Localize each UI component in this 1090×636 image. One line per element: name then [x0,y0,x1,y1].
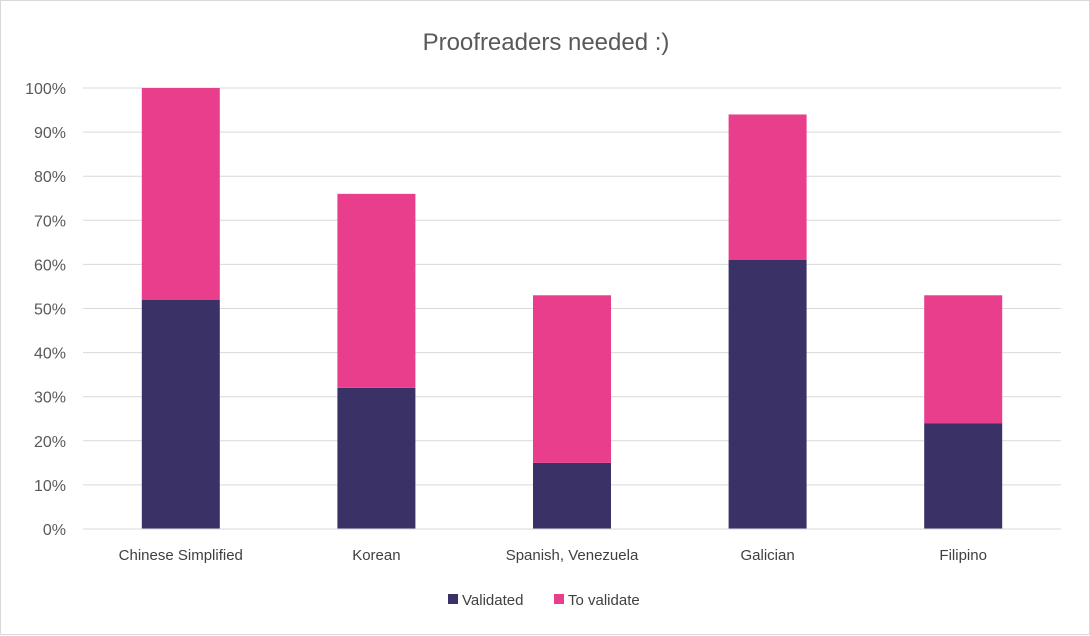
y-tick-label: 100% [25,81,66,98]
bar-to-validate [924,295,1003,424]
x-tick-label: Galician [740,547,794,564]
legend-swatch-to-validate [554,594,564,604]
x-tick-label: Korean [352,547,400,564]
bar-validated [337,387,416,529]
y-tick-label: 40% [34,346,66,363]
legend-swatch-validated [448,594,458,604]
bar-to-validate [728,114,807,260]
y-tick-label: 80% [34,169,66,186]
y-tick-label: 30% [34,390,66,407]
y-tick-label: 70% [34,213,66,230]
bar-validated [728,259,807,529]
bar-validated [924,423,1003,529]
bar-validated [533,462,611,529]
x-axis: Chinese Simplified Korean Spanish, Venezue… [83,528,1061,564]
bar-to-validate [337,193,416,388]
bar-to-validate [533,295,611,463]
y-axis: 0% 10% 20% 30% 40% 50% 60% 70% 80% 90% 100% [25,81,66,539]
bar-to-validate [141,88,220,300]
legend: Validated To validate [448,592,640,609]
x-tick-label: Filipino [939,547,987,564]
y-tick-label: 10% [34,478,66,495]
legend-label-validated: Validated [462,592,523,609]
legend-label-to-validate: To validate [568,592,640,609]
y-tick-label: 90% [34,125,66,142]
bars [141,88,1003,529]
bar-validated [141,299,220,529]
y-tick-label: 20% [34,434,66,451]
x-tick-label: Spanish, Venezuela [506,547,639,564]
y-tick-label: 50% [34,302,66,319]
y-tick-label: 0% [43,522,66,539]
chart-title: Proofreaders needed :) [423,29,670,56]
x-tick-label: Chinese Simplified [119,547,243,564]
y-tick-label: 60% [34,257,66,274]
